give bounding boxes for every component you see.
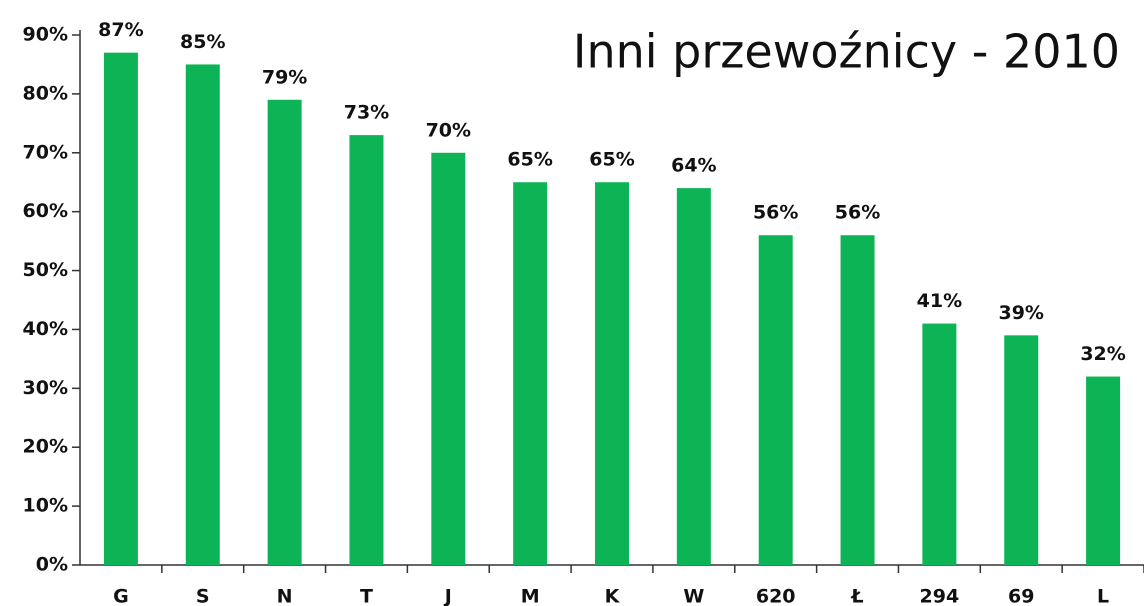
value-label: 87% [98, 19, 143, 41]
value-label: 70% [426, 119, 471, 141]
bar [431, 152, 466, 565]
y-tick-label: 80% [23, 82, 68, 104]
x-tick-label: G [113, 586, 129, 606]
y-tick-label: 60% [23, 200, 68, 222]
x-tick-label: Ł [850, 586, 863, 606]
y-tick-label: 20% [23, 436, 68, 458]
x-tick-label: J [443, 586, 452, 606]
bar [676, 188, 711, 565]
y-tick-label: 50% [23, 259, 68, 281]
y-tick-label: 30% [23, 377, 68, 399]
bar [185, 64, 220, 565]
x-tick-label: N [277, 586, 293, 606]
x-tick-label: 620 [756, 586, 796, 606]
value-label: 39% [998, 302, 1043, 324]
bar [1004, 335, 1039, 565]
x-tick-label: M [521, 586, 540, 606]
y-tick-label: 0% [36, 554, 68, 576]
value-label: 32% [1080, 343, 1125, 365]
bar [103, 52, 138, 565]
bar [595, 182, 629, 565]
y-tick-label: 10% [23, 495, 68, 517]
bar [840, 235, 875, 565]
value-label: 73% [344, 102, 389, 124]
x-tick-label: 294 [920, 586, 960, 606]
chart-title: Inni przewoźnicy - 2010 [573, 25, 1120, 79]
x-tick-label: W [683, 586, 704, 606]
value-label: 85% [180, 31, 225, 53]
y-tick-label: 70% [23, 141, 68, 163]
value-label: 56% [753, 202, 798, 224]
bar [349, 135, 384, 565]
value-label: 65% [507, 149, 552, 171]
value-label: 64% [671, 155, 716, 177]
y-tick-label: 40% [23, 318, 68, 340]
x-tick-label: S [196, 586, 210, 606]
bar [758, 235, 793, 565]
bar [1086, 376, 1121, 565]
y-tick-label: 90% [23, 24, 68, 46]
bar [922, 323, 957, 565]
value-label: 56% [835, 202, 880, 224]
x-tick-label: 69 [1008, 586, 1034, 606]
value-label: 65% [589, 149, 634, 171]
bar [267, 99, 302, 566]
x-tick-label: K [605, 586, 621, 606]
value-label: 79% [262, 66, 307, 88]
bar [513, 182, 548, 565]
x-tick-label: T [360, 586, 373, 606]
value-label: 41% [917, 290, 962, 312]
x-tick-label: L [1097, 586, 1109, 606]
